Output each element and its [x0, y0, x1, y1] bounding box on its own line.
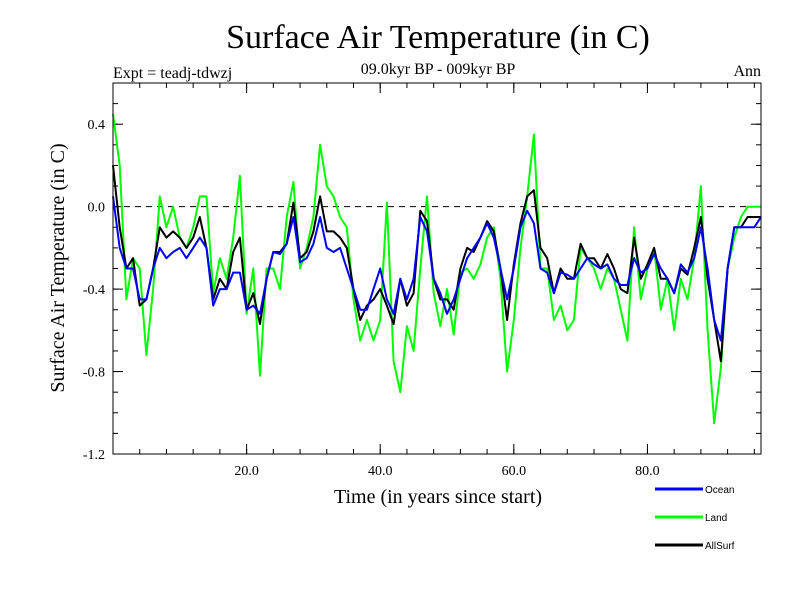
- x-axis-label: Time (in years since start): [334, 486, 542, 508]
- x-tick-label: 20.0: [234, 464, 259, 479]
- chart-title: Surface Air Temperature (in C): [226, 19, 650, 56]
- x-tick-label: 40.0: [368, 464, 393, 479]
- series-line-allsurf: [112, 165, 761, 363]
- y-tick-label: 0.0: [88, 201, 106, 216]
- axis-ticks: 0.4 0.0 -0.4 -0.8 -1.2 20.0 40.0 60.0 80.0: [83, 82, 761, 479]
- series-line-ocean: [112, 196, 762, 342]
- y-tick-label: -0.8: [83, 366, 105, 381]
- period-label: Ann: [733, 63, 761, 80]
- series-line-land: [112, 113, 761, 425]
- legend: Ocean Land AllSurf: [655, 485, 735, 552]
- y-tick-label: -0.4: [83, 283, 105, 298]
- y-axis-label: Surface Air Temperature (in C): [47, 143, 69, 392]
- legend-label-ocean: Ocean: [705, 485, 734, 496]
- data-series: [112, 113, 762, 425]
- chart-subtitle: 09.0kyr BP - 009kyr BP: [361, 61, 516, 78]
- legend-label-land: Land: [705, 513, 727, 524]
- y-tick-label: -1.2: [83, 448, 105, 463]
- x-tick-label: 80.0: [635, 464, 660, 479]
- legend-label-allsurf: AllSurf: [705, 541, 735, 552]
- experiment-label: Expt = teadj-tdwzj: [113, 65, 232, 82]
- y-tick-label: 0.4: [88, 118, 106, 133]
- x-tick-label: 60.0: [502, 464, 527, 479]
- plot-frame: [112, 82, 762, 455]
